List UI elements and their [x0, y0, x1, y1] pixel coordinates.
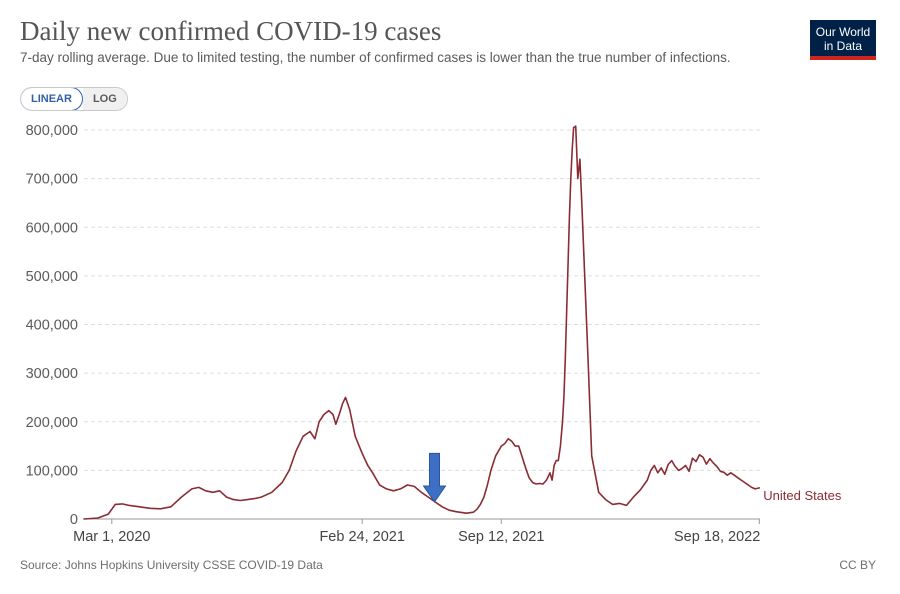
- y-tick-label: 700,000: [26, 172, 78, 188]
- y-tick-label: 100,000: [26, 463, 78, 479]
- y-tick-label: 600,000: [26, 220, 78, 236]
- x-tick-label: Sep 12, 2021: [458, 529, 544, 545]
- y-tick-label: 800,000: [26, 123, 78, 139]
- license-link[interactable]: CC BY: [839, 558, 876, 572]
- series-label-united-states: United States: [763, 488, 842, 503]
- y-tick-label: 300,000: [26, 366, 78, 382]
- source-note: Source: Johns Hopkins University CSSE CO…: [20, 558, 323, 572]
- x-axis: Mar 1, 2020 Feb 24, 2021 Sep 12, 2021 Sep 1…: [73, 518, 760, 545]
- y-axis-labels: 0 100,000 200,000 300,000 400,000 500,000 600,…: [26, 123, 78, 528]
- y-tick-label: 0: [70, 512, 78, 528]
- logo-line-1: Our World: [815, 25, 871, 39]
- y-tick-label: 200,000: [26, 415, 78, 431]
- y-tick-label: 400,000: [26, 318, 78, 334]
- scale-toggle: LINEAR LOG: [20, 87, 128, 111]
- linear-scale-button[interactable]: LINEAR: [20, 88, 83, 110]
- owid-logo[interactable]: Our World in Data: [810, 20, 876, 60]
- gridlines: [84, 129, 760, 471]
- logo-line-2: in Data: [823, 39, 863, 53]
- down-arrow-annotation: [422, 452, 447, 503]
- x-tick-label: Feb 24, 2021: [319, 529, 404, 545]
- chart-subtitle: 7-day rolling average. Due to limited te…: [20, 50, 731, 65]
- y-tick-label: 500,000: [26, 269, 78, 285]
- x-tick-label: Sep 18, 2022: [674, 529, 760, 545]
- series-layer: United States: [83, 125, 842, 520]
- log-scale-button[interactable]: LOG: [82, 88, 127, 110]
- chart-title: Daily new confirmed COVID-19 cases: [20, 16, 442, 46]
- annotation-layer: [422, 452, 447, 503]
- series-line-united-states: [83, 125, 761, 520]
- x-tick-label: Mar 1, 2020: [73, 529, 150, 545]
